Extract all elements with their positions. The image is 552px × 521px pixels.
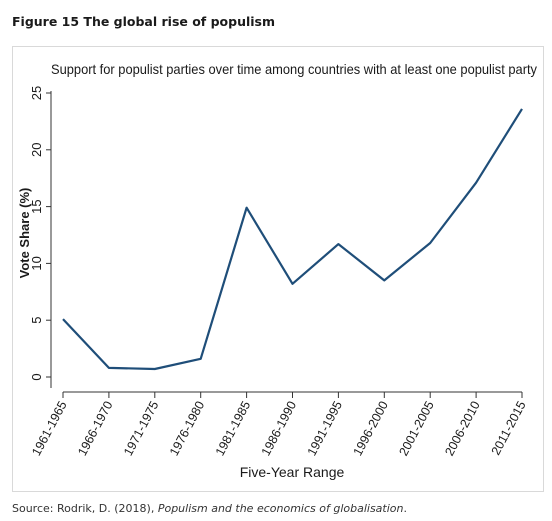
x-tick-label: 1991-1995 bbox=[305, 399, 345, 458]
figure-title: Figure 15 The global rise of populism bbox=[12, 14, 276, 29]
line-chart: Support for populist parties over time a… bbox=[17, 61, 537, 480]
x-axis-label: Five-Year Range bbox=[240, 464, 345, 480]
x-tick-label: 1971-1975 bbox=[121, 399, 161, 458]
y-tick-label: 20 bbox=[29, 143, 44, 157]
y-tick-label: 15 bbox=[29, 199, 44, 213]
x-tick-label: 1981-1985 bbox=[213, 399, 253, 458]
x-tick-label: 1966-1970 bbox=[75, 399, 115, 458]
y-axis-ticks: 0 5 10 15 20 25 bbox=[29, 86, 51, 381]
chart-title: Support for populist parties over time a… bbox=[51, 61, 537, 77]
x-axis-ticks: 1961-1965 1966-1970 1971-1975 1976-1980 1981… bbox=[29, 392, 529, 458]
y-tick-label: 5 bbox=[29, 317, 44, 324]
x-tick-label: 2006-2010 bbox=[442, 399, 482, 458]
y-tick-label: 10 bbox=[29, 256, 44, 270]
x-tick-label: 1961-1965 bbox=[29, 399, 69, 458]
y-tick-label: 25 bbox=[29, 86, 44, 100]
series-line bbox=[62, 108, 523, 371]
x-tick-label: 2001-2005 bbox=[396, 399, 436, 458]
source-note: Source: Rodrik, D. (2018), Populism and … bbox=[12, 502, 407, 515]
x-tick-label: 1976-1980 bbox=[167, 399, 207, 458]
source-title: Populism and the economics of globalisat… bbox=[157, 502, 404, 515]
x-tick-label: 1996-2000 bbox=[351, 399, 391, 458]
source-prefix: Source: Rodrik, D. (2018), bbox=[12, 502, 158, 515]
chart-frame: Support for populist parties over time a… bbox=[12, 46, 544, 492]
x-tick-label: 2011-2015 bbox=[489, 399, 529, 458]
y-axis-label: Vote Share (%) bbox=[17, 188, 32, 279]
source-suffix: . bbox=[403, 502, 407, 515]
y-tick-label: 0 bbox=[29, 373, 44, 380]
x-tick-label: 1986-1990 bbox=[259, 399, 299, 458]
